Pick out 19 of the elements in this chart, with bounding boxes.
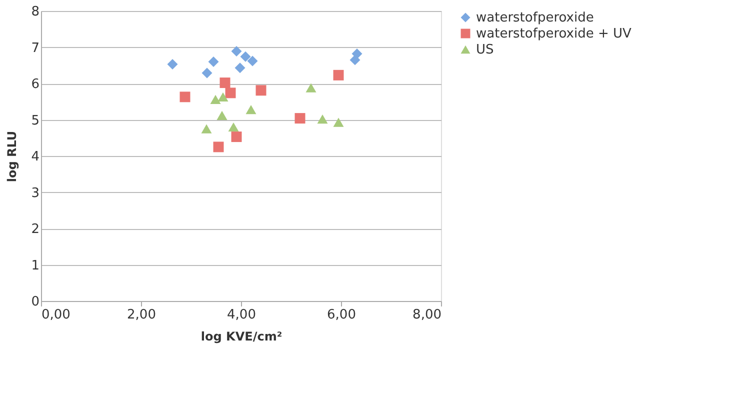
y-tick-label: 7	[31, 40, 40, 56]
x-tick-label: 0,00	[42, 308, 70, 322]
y-tick-label: 4	[31, 150, 40, 164]
y-tick-label: 8	[31, 4, 40, 20]
y-tick-label: 0	[31, 294, 40, 310]
x-axis-title: log KVE/cm²	[200, 330, 282, 344]
x-tick-label: 8,00	[412, 308, 442, 322]
x-tick-label: 4,00	[227, 308, 256, 322]
y-tick-label: 2	[31, 222, 40, 237]
x-tick-label: 2,00	[127, 308, 156, 322]
y-tick-label: 1	[31, 258, 40, 274]
legend-label: waterstofperoxide + UV	[476, 26, 632, 42]
y-tick-label: 6	[31, 77, 40, 92]
legend-label: waterstofperoxide	[476, 10, 594, 26]
legend-label: US	[476, 42, 494, 58]
y-tick-label: 3	[31, 186, 40, 201]
x-tick-label: 6,00	[327, 308, 356, 322]
y-axis-title: log RLU	[5, 130, 20, 182]
y-tick-label: 5	[31, 113, 40, 128]
